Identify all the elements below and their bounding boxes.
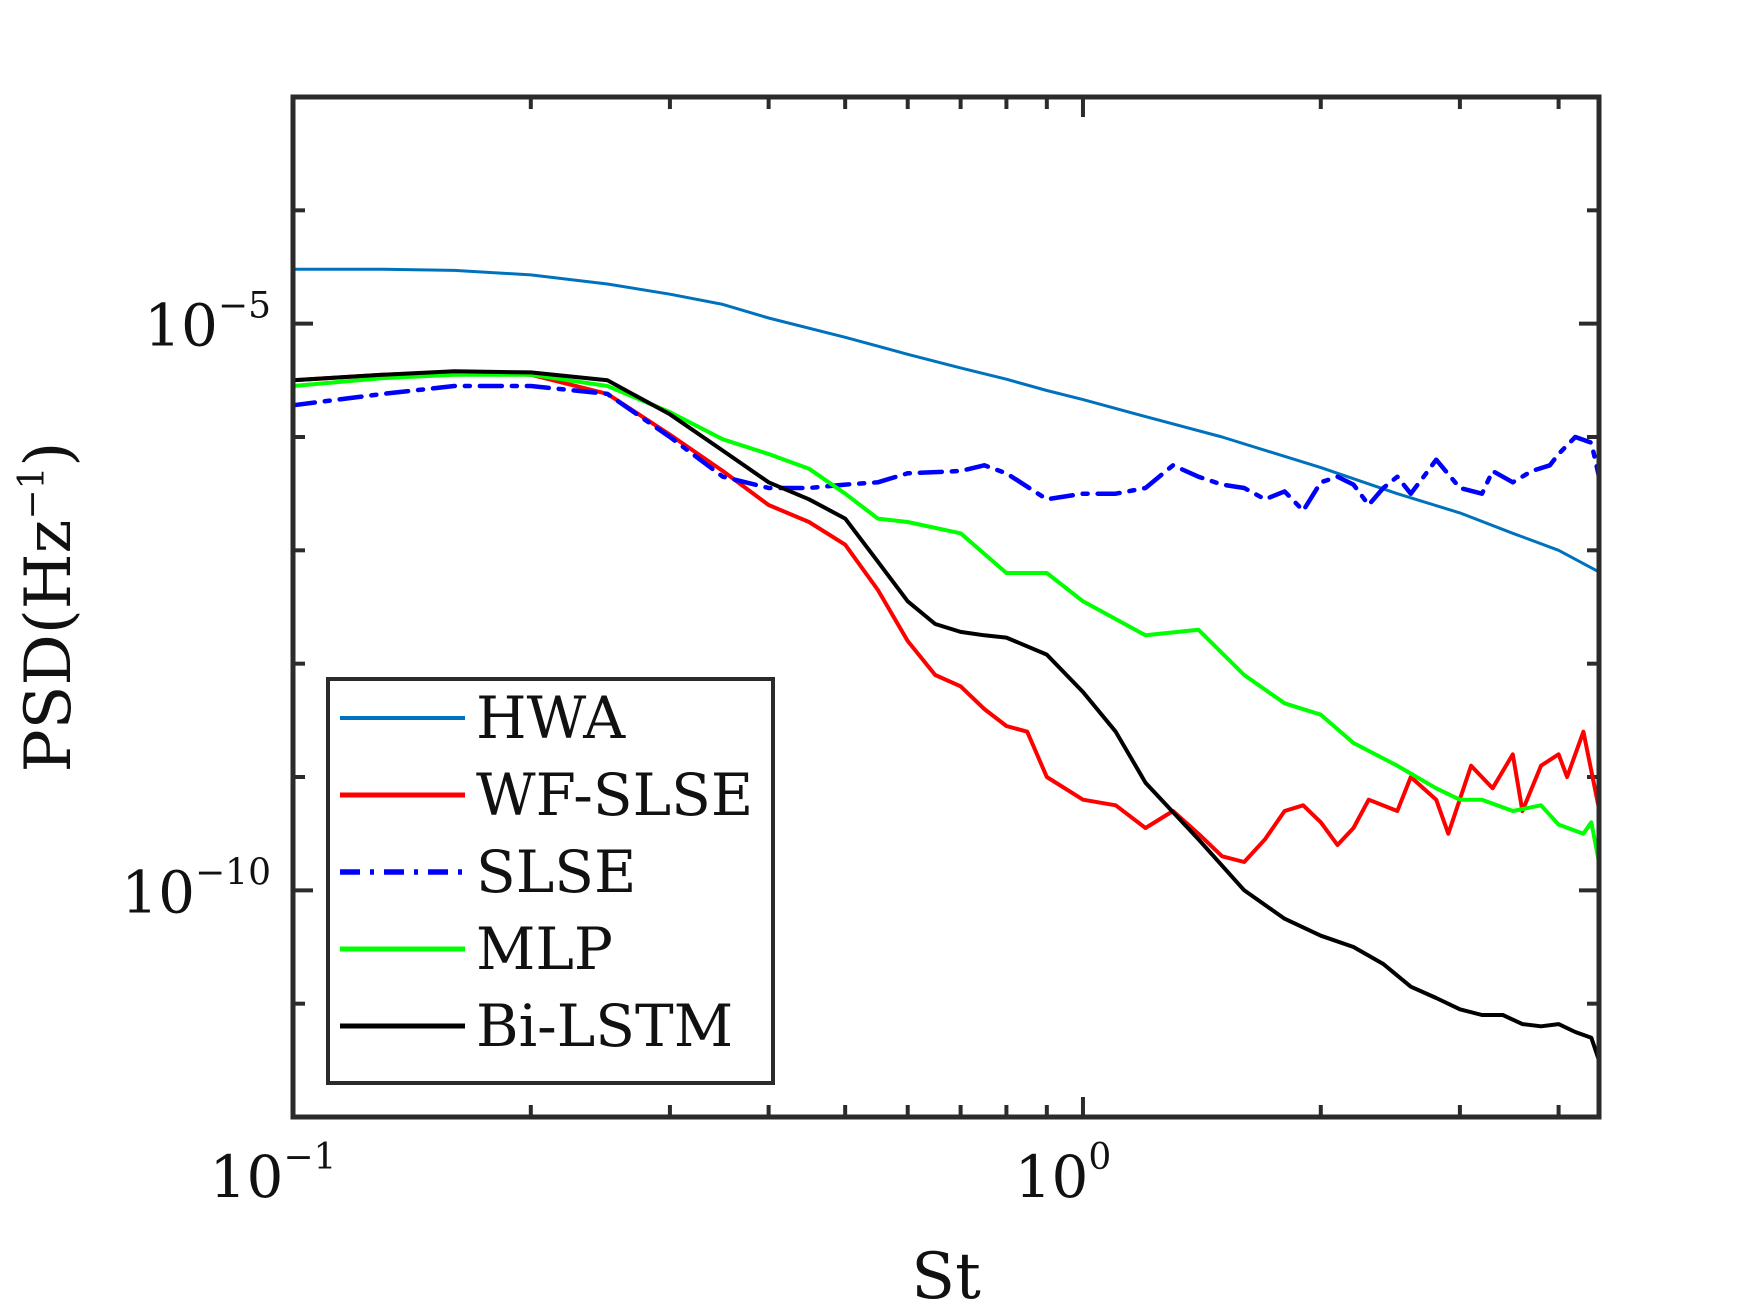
legend-label-slse: SLSE <box>476 838 636 906</box>
axes-frame <box>290 94 1602 1120</box>
x-axis-label: St <box>911 1240 981 1313</box>
series-line-bi-lstm <box>291 369 1601 1063</box>
y-tick-label: 10−10 <box>121 852 271 926</box>
y-axis-label-exp: −1 <box>12 467 53 520</box>
x-tick-label: 100 <box>1015 1137 1112 1211</box>
y-axis-label-close: ) <box>12 442 86 467</box>
legend-label-hwa: HWA <box>476 684 626 752</box>
y-axis-label-text: PSD(Hz−1) <box>12 442 86 773</box>
x-tick-base: 10 <box>210 1143 284 1211</box>
legend: HWA WF-SLSE SLSE MLP Bi-LSTM <box>326 677 775 1085</box>
legend-label-bi-lstm: Bi-LSTM <box>476 992 733 1060</box>
y-axis-label: PSD(Hz−1) <box>12 442 86 773</box>
series-line-hwa <box>291 267 1601 574</box>
y-axis-label-main: PSD(Hz <box>12 520 86 773</box>
y-tick-base: 10 <box>121 858 195 926</box>
x-tick-exp: 0 <box>1088 1137 1111 1178</box>
x-tick-label: 10−1 <box>210 1137 337 1211</box>
series-line-mlp <box>291 372 1601 864</box>
y-tick-label: 10−5 <box>144 286 271 360</box>
legend-entries: HWA WF-SLSE SLSE MLP Bi-LSTM <box>340 684 753 1060</box>
x-tick-base: 10 <box>1015 1143 1089 1211</box>
series-line-wf-slse <box>291 370 1601 864</box>
data-series <box>290 267 1602 1063</box>
x-tick-exp: −1 <box>283 1137 336 1178</box>
y-tick-exp: −10 <box>195 852 271 893</box>
y-tick-base: 10 <box>144 292 218 360</box>
legend-label-wf-slse: WF-SLSE <box>476 761 753 829</box>
y-tick-exp: −5 <box>218 286 271 327</box>
legend-label-mlp: MLP <box>476 915 613 983</box>
legend-box <box>326 677 775 1085</box>
